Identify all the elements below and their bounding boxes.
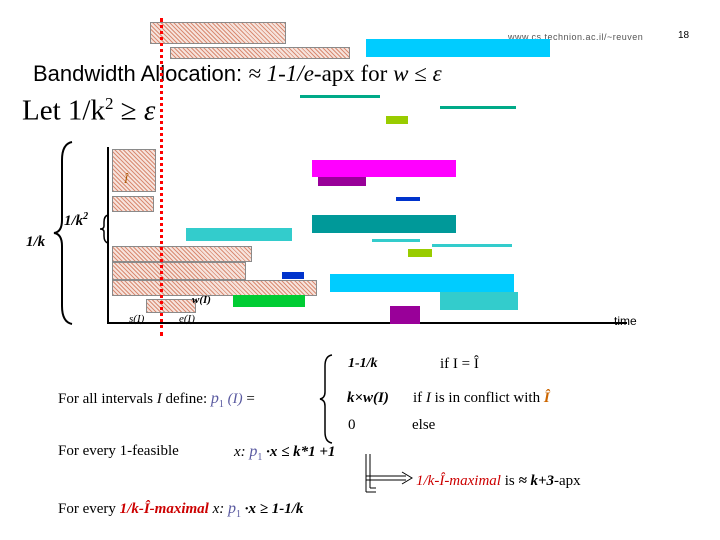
label-w-i: w(I) <box>192 294 211 306</box>
subtitle-sup: 2 <box>104 94 114 113</box>
case2-cond-hat: Î <box>543 390 550 406</box>
label-e-i: e(I) <box>179 313 195 325</box>
interval-aqua-line-a <box>372 239 420 242</box>
conclusion: 1/k-Î-maximal is ≈ k+3-apx <box>416 473 581 490</box>
interval-blue <box>282 272 304 279</box>
brace-1k <box>53 141 73 325</box>
label-1k: 1/k <box>26 234 46 250</box>
hatched-bar-top-2 <box>170 47 350 59</box>
case1-condition: if I = Î <box>440 356 479 372</box>
title-prefix: Bandwidth Allocation: <box>33 61 249 86</box>
hatched-interval-c <box>112 246 252 262</box>
label-s-i: s(I) <box>129 313 145 325</box>
title-eps: ε <box>432 61 442 86</box>
implication-arrow <box>365 454 413 493</box>
definition-intro-p: p <box>210 390 219 407</box>
maximal-statement: For every 1/k-Î-maximal x: p1 ·x ≥ 1-1/k <box>58 500 303 520</box>
subtitle-eps: ε <box>143 94 156 127</box>
feasible-x: x: <box>234 444 250 460</box>
maximal-x: x: <box>208 501 228 517</box>
interval-teal <box>312 215 456 233</box>
case3-value: 0 <box>348 417 356 433</box>
interval-magenta <box>312 160 456 177</box>
feasible-statement: x: p1 ·x ≤ k*1 +1 <box>234 443 335 463</box>
interval-green <box>233 295 305 307</box>
page-subtitle: Let 1/k2 ≥ ε <box>22 94 155 128</box>
case2-value: k×w(I) <box>347 390 389 406</box>
hatched-interval-f <box>146 299 196 313</box>
maximal-prefix: For every <box>58 501 120 517</box>
hatched-interval-a <box>112 149 156 192</box>
maximal-p: p <box>227 500 236 517</box>
page-number: 18 <box>678 30 690 41</box>
page-title: Bandwidth Allocation: ≈ 1-1/e-apx for w … <box>33 61 442 87</box>
subtitle-rel: ≥ <box>113 94 144 127</box>
interval-aqua-line-b <box>432 244 512 247</box>
interval-lime <box>408 249 432 257</box>
case1-value: 1-1/k <box>348 356 378 371</box>
interval-green-line-2 <box>440 106 516 109</box>
feasible-p: p <box>249 443 258 460</box>
interval-purple-small <box>318 177 366 186</box>
title-suffix: -apx for <box>313 61 394 86</box>
label-1k2: 1/k2 <box>64 211 88 230</box>
definition-intro-i: I <box>156 391 162 407</box>
case2-cond-i: I <box>425 390 431 406</box>
label-1k2-sup: 2 <box>83 211 89 222</box>
maximal-em: 1/k-Î-maximal <box>119 501 209 517</box>
definition-intro-mid: define: <box>161 391 211 407</box>
label-ihat: Î <box>124 172 128 186</box>
interval-aqua-right <box>440 292 518 310</box>
subtitle-text: Let 1/k <box>22 94 105 127</box>
time-axis <box>107 322 627 324</box>
definition-intro-p-sub: 1 <box>218 399 224 410</box>
red-dotted-line <box>160 18 163 336</box>
cases-brace <box>319 354 333 444</box>
conclusion-mid: is <box>500 473 519 489</box>
case3-condition: else <box>412 417 436 433</box>
title-approx: ≈ 1-1/e <box>248 61 314 86</box>
feasible-p-sub: 1 <box>257 452 263 463</box>
title-leq: ≤ <box>408 61 433 86</box>
conclusion-approx: ≈ k+3 <box>518 473 555 489</box>
interval-cyan-top <box>366 39 550 57</box>
y-axis <box>107 147 109 323</box>
case2-condition: if I is in conflict with Î <box>413 390 550 407</box>
conclusion-suffix: -apx <box>554 473 581 489</box>
interval-purple <box>390 306 420 324</box>
interval-green-line-1 <box>300 95 380 98</box>
feasible-prefix: For every 1-feasible <box>58 443 179 459</box>
interval-cyan <box>330 274 514 292</box>
hatched-interval-e <box>112 280 317 296</box>
interval-lime-top <box>386 116 408 124</box>
title-w: w <box>393 61 409 86</box>
interval-aqua-left <box>186 228 292 241</box>
definition-intro-prefix: For all intervals <box>58 391 157 407</box>
case2-cond-mid: is in conflict with <box>430 390 544 406</box>
hatched-bar-top <box>150 22 286 44</box>
definition-intro: For all intervals I define: p1 (I) = <box>58 390 255 410</box>
label-time: time <box>614 314 637 328</box>
maximal-rest: ·x ≥ 1-1/k <box>240 501 304 517</box>
interval-blue-small <box>396 197 420 201</box>
conclusion-em: 1/k-Î-maximal <box>416 473 501 489</box>
maximal-p-sub: 1 <box>235 509 241 520</box>
case2-cond-prefix: if <box>413 390 426 406</box>
hatched-interval-b <box>112 196 154 212</box>
label-1k2-text: 1/k <box>64 213 84 229</box>
definition-intro-arg: (I) <box>223 391 243 407</box>
feasible-rest: ·x ≤ k*1 +1 <box>262 444 336 460</box>
brace-1k2 <box>99 214 109 244</box>
source-url: www.cs.technion.ac.il/~reuven <box>508 32 644 42</box>
hatched-interval-d <box>112 262 246 280</box>
definition-intro-eq: = <box>242 391 255 407</box>
